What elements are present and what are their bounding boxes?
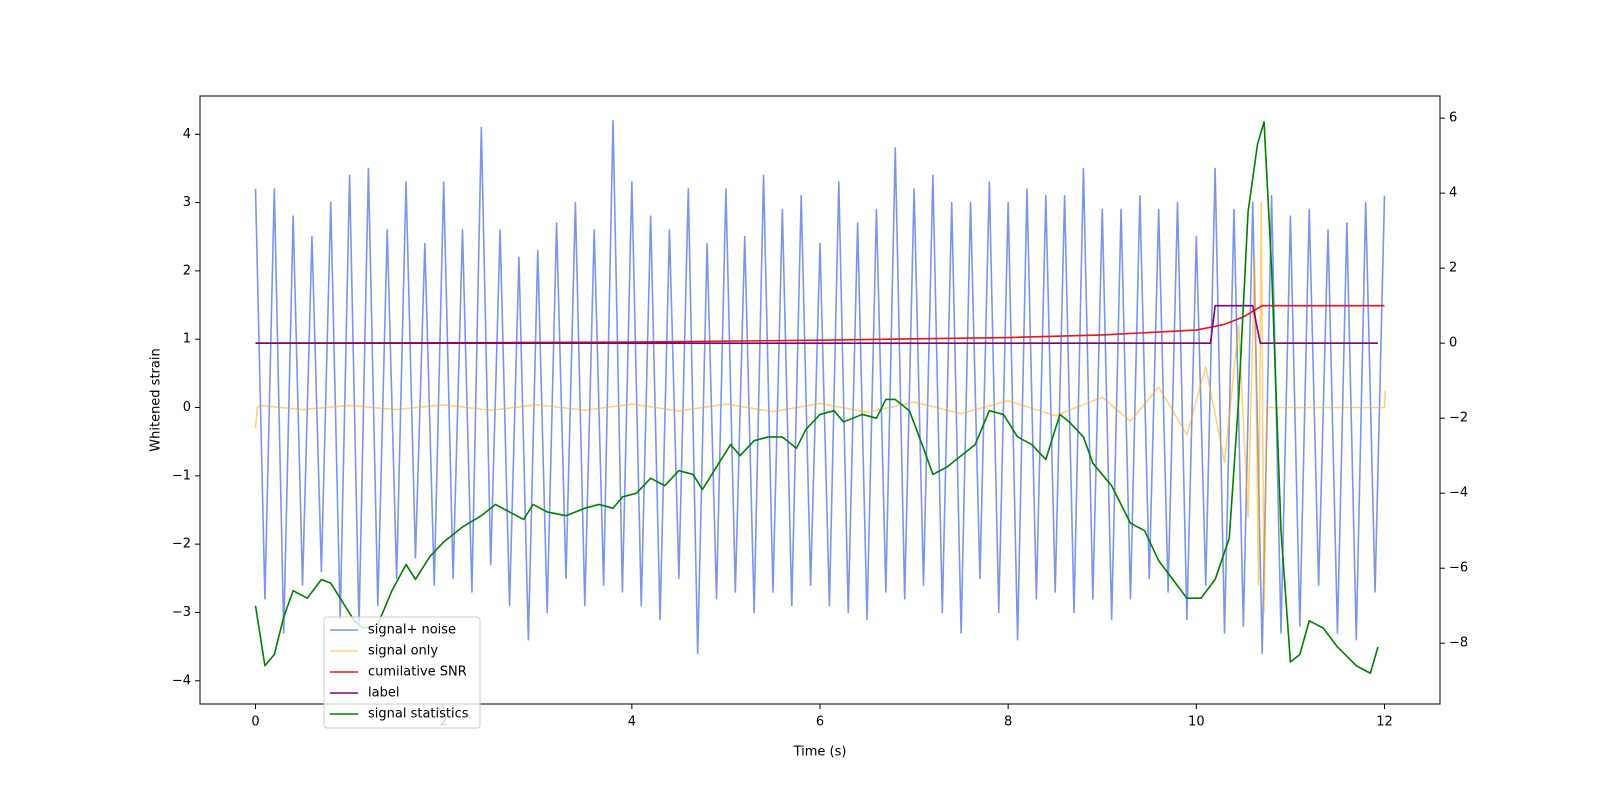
legend-label: signal only	[368, 644, 438, 659]
x-tick-label: 0	[251, 715, 259, 730]
legend-box	[323, 616, 481, 729]
legend-label: signal+ noise	[368, 623, 456, 638]
series-line	[255, 304, 1378, 344]
x-tick-label: 12	[1376, 715, 1393, 730]
series-line	[254, 121, 1379, 675]
y2-tick-label: −2	[1449, 411, 1468, 426]
x-tick-label: 8	[1004, 715, 1012, 730]
y-tick-label: −2	[172, 537, 191, 552]
y2-tick-label: −4	[1449, 486, 1468, 501]
y2-tick-label: 6	[1449, 111, 1457, 126]
y2-tick-label: −6	[1449, 561, 1468, 576]
y-tick-label: −1	[172, 468, 191, 483]
y2-tick-label: 2	[1449, 261, 1457, 276]
y-tick-label: 4	[183, 127, 191, 142]
y-tick-label: 3	[183, 195, 191, 210]
x-axis-label: Time (s)	[793, 745, 847, 760]
y-tick-label: 2	[183, 263, 191, 278]
y-tick-label: 1	[183, 332, 191, 347]
x-tick-label: 10	[1188, 715, 1205, 730]
y2-tick-label: 0	[1449, 336, 1457, 351]
legend-label: label	[368, 686, 399, 701]
y-tick-label: 0	[183, 400, 191, 415]
y-tick-label: −3	[172, 605, 191, 620]
x-tick-label: 4	[628, 715, 636, 730]
x-tick-label: 6	[816, 715, 824, 730]
y-tick-label: −4	[172, 673, 191, 688]
plot-frame	[199, 95, 1441, 705]
y-axis-label: Whitened strain	[149, 348, 164, 451]
y2-tick-label: 4	[1449, 186, 1457, 201]
legend-label: cumilative SNR	[368, 665, 467, 680]
series-line	[254, 201, 1387, 614]
legend-label: signal statistics	[368, 707, 469, 722]
y2-tick-label: −8	[1449, 636, 1468, 651]
series-line	[254, 119, 1386, 655]
